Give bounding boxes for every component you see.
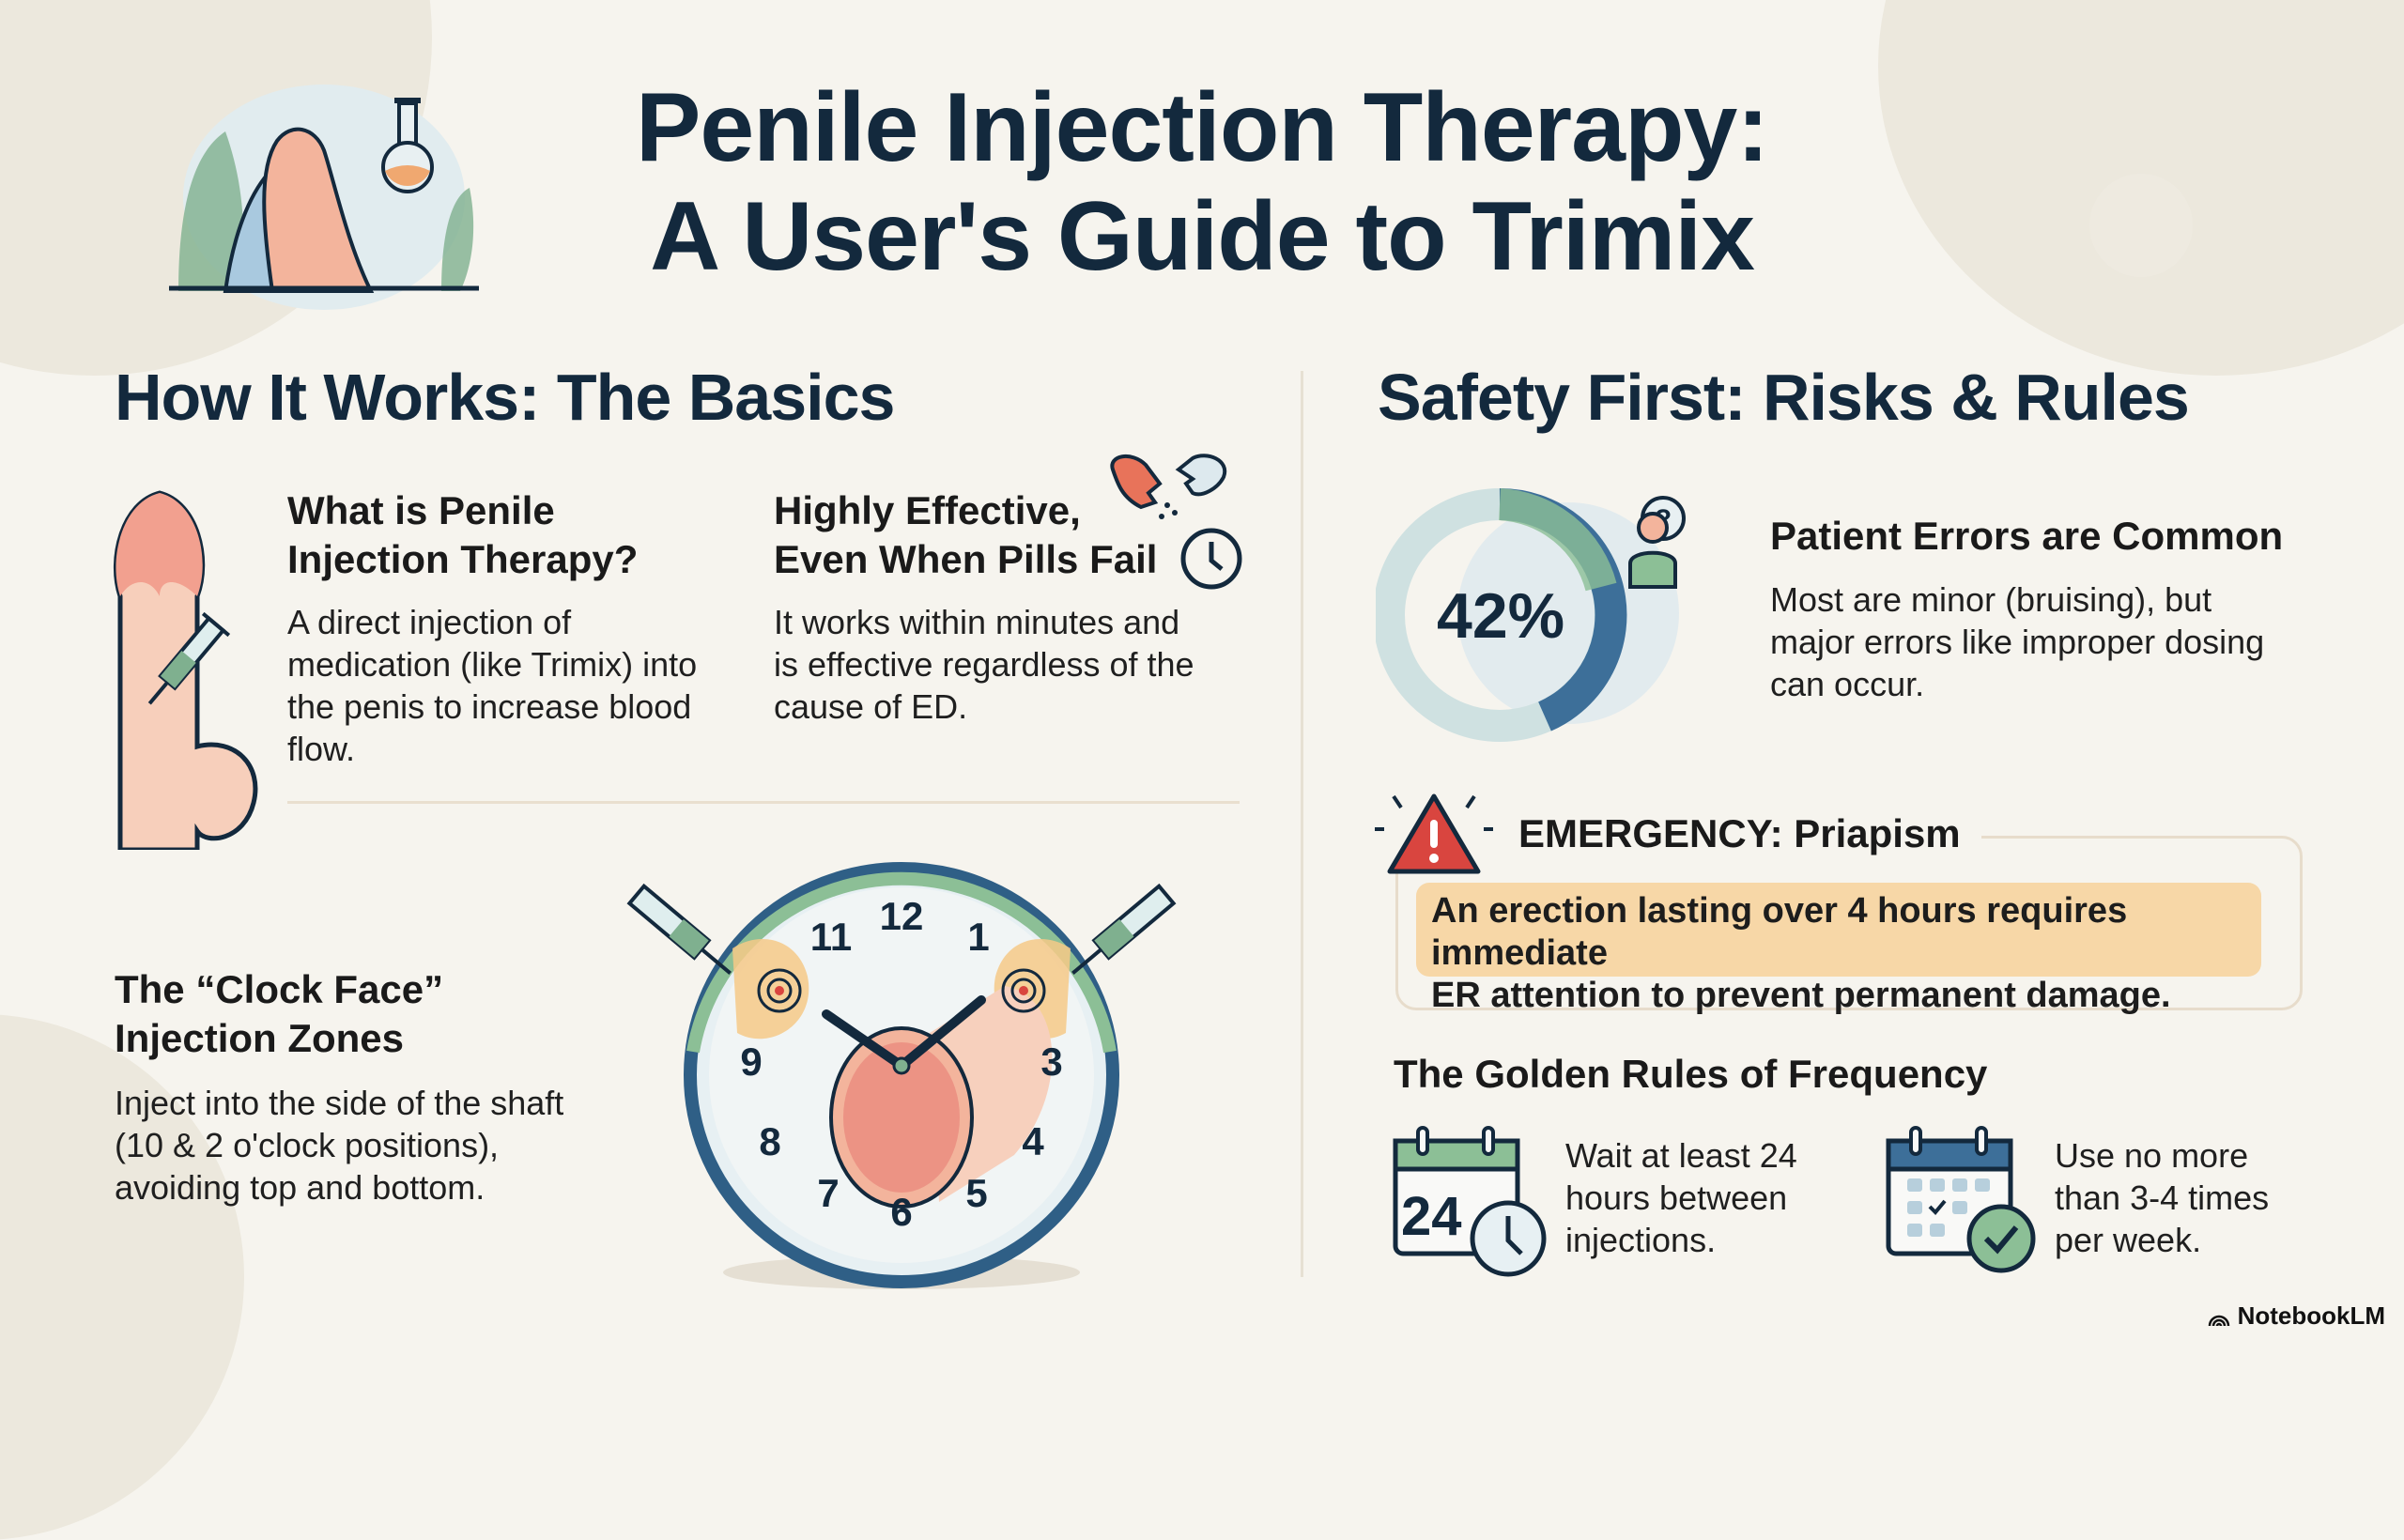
- confused-person-icon: [1628, 512, 1677, 589]
- svg-text:7: 7: [817, 1171, 839, 1215]
- calendar-24-clock-icon: 24: [1393, 1126, 1547, 1277]
- clock-icon: [1180, 528, 1242, 590]
- percent-donut-chart: ?: [1376, 487, 1686, 742]
- page-title: Penile Injection Therapy: A User's Guide…: [0, 73, 2404, 291]
- warning-triangle-icon: [1375, 793, 1493, 874]
- svg-text:6: 6: [890, 1190, 912, 1234]
- notebooklm-brand: NotebookLM: [2208, 1301, 2385, 1331]
- title-line-2: A User's Guide to Trimix: [650, 182, 1755, 291]
- what-is-title: What is Penile Injection Therapy?: [287, 488, 639, 581]
- clock-face-body: Inject into the side of the shaft (10 & …: [115, 1084, 564, 1207]
- svg-text:1: 1: [967, 915, 989, 959]
- section-heading-safety: Safety First: Risks & Rules: [1378, 361, 2190, 434]
- penis-syringe-icon: [113, 490, 258, 850]
- svg-text:24: 24: [1401, 1186, 1462, 1247]
- title-line-1: Penile Injection Therapy:: [636, 73, 1769, 182]
- bg-dot-right: [2089, 174, 2193, 277]
- clock-face-title: The “Clock Face” Injection Zones: [115, 967, 444, 1060]
- svg-text:9: 9: [740, 1040, 762, 1084]
- errors-title: Patient Errors are Common: [1770, 514, 2284, 558]
- svg-text:8: 8: [759, 1119, 780, 1163]
- effective-body: It works within minutes and is effective…: [774, 603, 1194, 726]
- what-is-body: A direct injection of medication (like T…: [287, 603, 698, 768]
- section-divider-vertical: [1301, 371, 1303, 1277]
- section-divider-horizontal: [287, 801, 1240, 804]
- emergency-title: EMERGENCY: Priapism: [1518, 811, 1961, 855]
- svg-text:11: 11: [810, 915, 852, 959]
- svg-text:5: 5: [965, 1171, 987, 1215]
- effective-title: Highly Effective, Even When Pills Fail: [774, 488, 1158, 581]
- rule2-text: Use no more than 3-4 times per week.: [2055, 1136, 2270, 1259]
- error-percent: 42%: [1437, 580, 1565, 652]
- frequency-title: The Golden Rules of Frequency: [1394, 1052, 1988, 1096]
- calendar-check-icon: [1886, 1126, 2036, 1273]
- broken-pill-icon: [1110, 454, 1227, 519]
- anatomy-flask-illustration: [169, 85, 479, 310]
- svg-text:3: 3: [1040, 1040, 1062, 1084]
- rule1-text: Wait at least 24 hours between injection…: [1565, 1136, 1797, 1259]
- notebooklm-logo-icon: [2208, 1315, 2229, 1326]
- emergency-title-bg: [1380, 798, 1981, 873]
- errors-body: Most are minor (bruising), but major err…: [1770, 580, 2265, 703]
- emergency-text: An erection lasting over 4 hours require…: [1431, 891, 2171, 1015]
- svg-text:4: 4: [1022, 1119, 1044, 1163]
- section-heading-basics: How It Works: The Basics: [115, 361, 895, 434]
- emergency-highlight: [1416, 883, 2261, 977]
- svg-text:12: 12: [880, 894, 924, 938]
